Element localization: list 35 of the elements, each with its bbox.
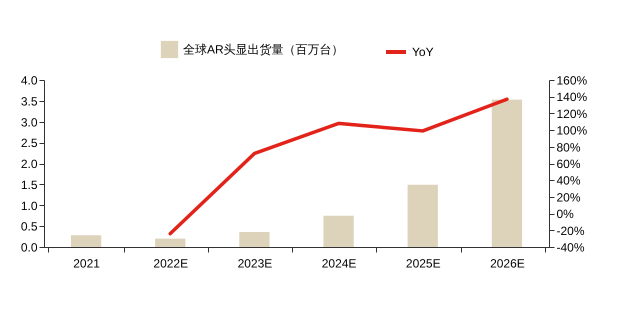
x-tick-label: 2021 [73, 256, 100, 270]
y2-tick-label: 0% [556, 207, 574, 222]
x-tick-label: 2022E [153, 256, 188, 270]
y-tick-label: 2.0 [20, 157, 38, 171]
bar [70, 235, 102, 247]
y2-tick-label: 80% [556, 140, 581, 154]
y2-tick-label: 140% [556, 90, 588, 104]
y2-tick-label: 60% [556, 157, 581, 171]
y-tick-label: 2.5 [20, 136, 38, 150]
line-series [168, 97, 509, 236]
x-tick-label: 2024E [322, 256, 356, 270]
y2-tick-label: -40% [556, 240, 585, 254]
bar [323, 216, 354, 247]
bar [408, 184, 438, 247]
bar [239, 232, 270, 247]
y2-tick-label: 100% [556, 124, 588, 138]
y2-tick-label: 160% [556, 74, 588, 88]
x-tick-label: 2026E [490, 256, 525, 270]
y2-tick-label: -20% [556, 224, 585, 238]
y-tick-label: 0.0 [20, 240, 38, 254]
y-tick-label: 3.5 [20, 94, 38, 108]
x-tick-label: 2025E [406, 256, 441, 270]
bar [155, 238, 186, 247]
legend-label: YoY [412, 45, 434, 59]
y-tick-label: 4.0 [20, 74, 38, 88]
x-tick-label: 2023E [238, 256, 272, 270]
y-tick-label: 0.5 [20, 220, 38, 234]
y2-tick-label: 120% [556, 106, 588, 121]
legend-label: 全球AR头显出货量（百万台） [183, 42, 344, 56]
y2-tick-label: 40% [556, 174, 581, 188]
y-tick-label: 1.5 [20, 178, 38, 192]
bar [492, 100, 522, 247]
y-tick-label: 1.0 [20, 198, 38, 213]
y2-tick-label: 20% [556, 190, 581, 204]
y-tick-label: 3.0 [20, 115, 38, 130]
